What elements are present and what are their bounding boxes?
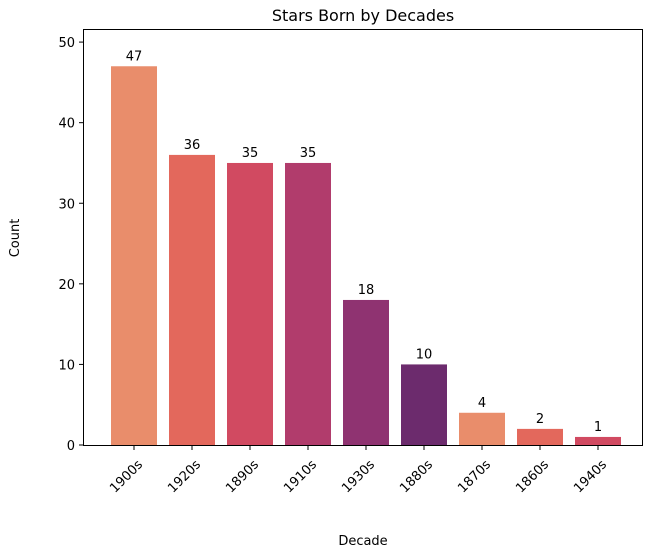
bar-1930s (343, 299, 389, 445)
y-tick-label: 50 (58, 36, 75, 51)
y-tick-label: 30 (58, 197, 75, 212)
plot-frame (83, 29, 643, 446)
y-tick-label: 10 (58, 358, 75, 373)
bar-1890s (227, 162, 273, 445)
y-axis: 0 10 20 30 40 50 (58, 36, 84, 454)
bar-1910s (285, 162, 331, 445)
bar-1880s (401, 364, 447, 445)
x-tick-label: 1880s (397, 457, 436, 496)
x-tick-label: 1900s (107, 457, 146, 496)
chart-title: Stars Born by Decades (272, 6, 454, 25)
x-tick-label: 1930s (339, 457, 378, 496)
x-tick-label: 1910s (281, 457, 320, 496)
x-tick-label: 1940s (571, 457, 610, 496)
bar-value-label: 35 (300, 146, 317, 161)
bar-1870s (459, 412, 505, 445)
bar-1940s (575, 436, 621, 445)
y-tick-label: 20 (58, 278, 75, 293)
bar-value-label: 18 (358, 283, 375, 298)
y-tick-label: 40 (58, 117, 75, 132)
bar-value-label: 1 (594, 420, 602, 435)
x-axis-label: Decade (338, 534, 387, 549)
bar-1920s (169, 154, 215, 446)
bar-1900s (111, 66, 157, 445)
bar-value-label: 36 (184, 138, 201, 153)
x-tick-label: 1920s (165, 457, 204, 496)
bars-group (111, 66, 621, 446)
bar-value-label: 47 (126, 49, 143, 64)
x-tick-label: 1870s (455, 457, 494, 496)
y-axis-label: Count (8, 219, 23, 258)
bar-labels-group: 47 36 35 35 18 10 4 2 1 (126, 49, 602, 435)
x-axis: 1900s 1920s 1890s 1910s 1930s 1880s 1870s 1860s… (107, 445, 610, 496)
bar-value-label: 35 (242, 146, 259, 161)
bar-value-label: 10 (416, 347, 433, 362)
y-tick-label: 0 (67, 439, 75, 454)
bar-value-label: 2 (536, 412, 544, 427)
x-tick-label: 1860s (513, 457, 552, 496)
bar-value-label: 4 (478, 396, 486, 411)
x-tick-label: 1890s (223, 457, 262, 496)
bar-1860s (517, 428, 563, 445)
